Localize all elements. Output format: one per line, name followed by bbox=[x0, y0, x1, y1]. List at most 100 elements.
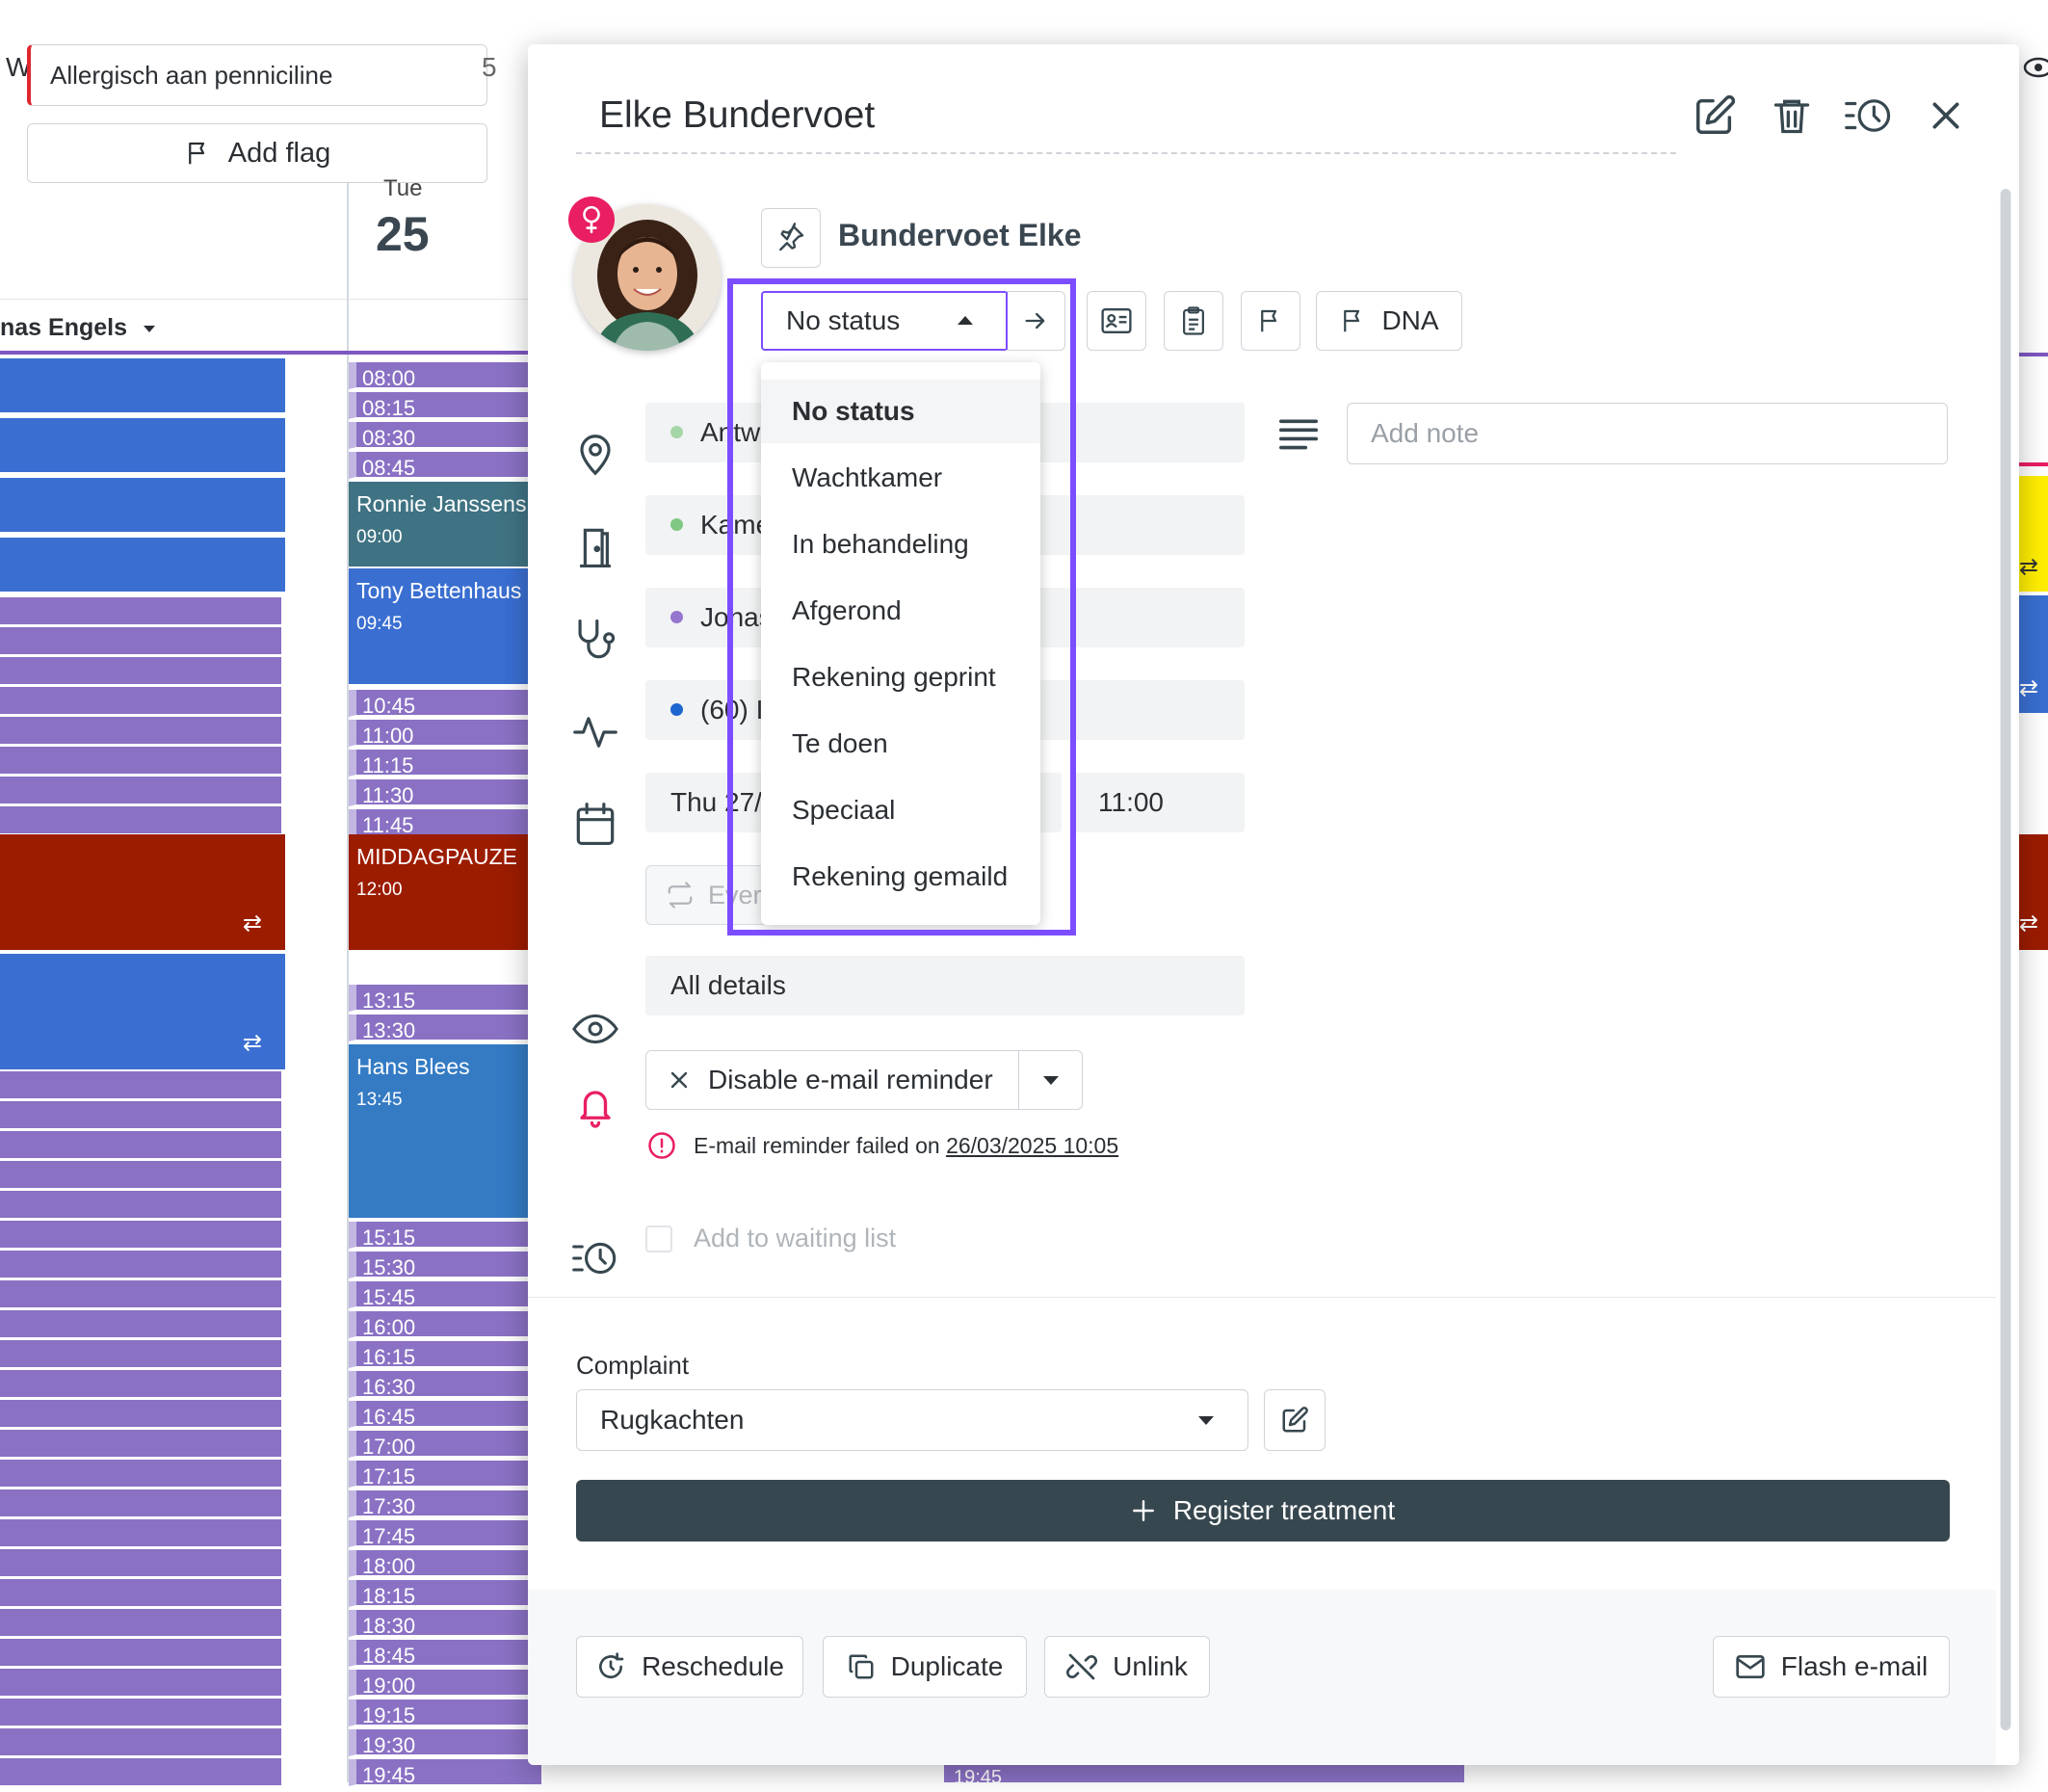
time-slot[interactable]: 08:15 bbox=[349, 392, 541, 420]
visibility-field[interactable]: All details bbox=[645, 956, 1245, 1015]
waiting-list-checkbox[interactable]: Add to waiting list bbox=[645, 1224, 896, 1253]
reschedule-button[interactable]: Reschedule bbox=[576, 1636, 803, 1698]
calendar-block[interactable] bbox=[0, 1460, 281, 1489]
calendar-block[interactable] bbox=[0, 1579, 281, 1609]
status-option-rekening-gemaild[interactable]: Rekening gemaild bbox=[792, 861, 1009, 891]
calendar-block[interactable] bbox=[0, 1489, 281, 1519]
calendar-block[interactable] bbox=[0, 1101, 281, 1131]
calendar-block[interactable] bbox=[0, 1280, 281, 1310]
calendar-block[interactable] bbox=[0, 1131, 281, 1161]
edit-complaint-button[interactable] bbox=[1264, 1389, 1326, 1451]
time-slot[interactable]: 18:45 bbox=[349, 1640, 541, 1668]
flag-button[interactable] bbox=[1241, 291, 1300, 351]
calendar-block-lunch[interactable]: ⇄ bbox=[0, 834, 285, 950]
scrollbar-thumb[interactable] bbox=[2001, 189, 2010, 1730]
time-slot[interactable]: 18:15 bbox=[349, 1580, 541, 1608]
history-button[interactable] bbox=[1842, 89, 1896, 143]
next-status-button[interactable] bbox=[1006, 291, 1065, 351]
time-slot[interactable]: 19:00 bbox=[349, 1670, 541, 1698]
status-option-in-behandeling[interactable]: In behandeling bbox=[792, 529, 969, 559]
reminder-options-button[interactable] bbox=[1019, 1050, 1083, 1110]
unlink-button[interactable]: Unlink bbox=[1044, 1636, 1210, 1698]
appointment-card[interactable]: Hans Blees 13:45 bbox=[349, 1044, 541, 1218]
time-slot[interactable]: 15:15 bbox=[349, 1222, 541, 1250]
time-slot[interactable]: 17:30 bbox=[349, 1490, 541, 1518]
close-button[interactable] bbox=[1919, 89, 1973, 143]
time-slot[interactable]: 16:15 bbox=[349, 1341, 541, 1369]
time-slot[interactable]: 18:00 bbox=[349, 1550, 541, 1578]
calendar-block[interactable] bbox=[0, 1549, 281, 1579]
time-slot[interactable]: 17:45 bbox=[349, 1520, 541, 1548]
register-treatment-button[interactable]: Register treatment bbox=[576, 1480, 1950, 1542]
time-slot[interactable]: 11:15 bbox=[349, 750, 541, 777]
checkbox[interactable] bbox=[645, 1225, 672, 1252]
calendar-block[interactable] bbox=[0, 1221, 281, 1251]
calendar-block[interactable] bbox=[0, 1161, 281, 1191]
calendar-block[interactable] bbox=[0, 1340, 281, 1370]
time-slot[interactable]: 11:00 bbox=[349, 720, 541, 748]
status-option-speciaal[interactable]: Speciaal bbox=[792, 795, 896, 825]
calendar-block[interactable] bbox=[0, 806, 281, 836]
time-slot[interactable]: 19:30 bbox=[349, 1729, 541, 1757]
calendar-block[interactable] bbox=[0, 687, 281, 717]
time-slot[interactable]: 08:30 bbox=[349, 422, 541, 450]
calendar-block[interactable] bbox=[0, 1400, 281, 1430]
calendar-block[interactable]: ⇄ bbox=[0, 954, 285, 1069]
day-number[interactable]: 25 bbox=[376, 207, 430, 261]
calendar-block[interactable] bbox=[0, 1639, 281, 1669]
time-slot[interactable]: 13:15 bbox=[349, 985, 541, 1013]
calendar-block[interactable] bbox=[0, 358, 285, 412]
status-option-no-status[interactable]: No status bbox=[761, 380, 1040, 443]
status-option-afgerond[interactable]: Afgerond bbox=[792, 595, 902, 625]
time-slot[interactable]: 11:30 bbox=[349, 779, 541, 807]
calendar-block[interactable] bbox=[0, 478, 285, 532]
time-slot[interactable]: 11:45 bbox=[349, 809, 541, 837]
calendar-block[interactable] bbox=[0, 1669, 281, 1699]
calendar-block[interactable] bbox=[0, 1758, 281, 1788]
status-option-te-doen[interactable]: Te doen bbox=[792, 728, 888, 758]
note-input[interactable]: Add note bbox=[1347, 403, 1948, 464]
appointment-card[interactable]: MIDDAGPAUZE 12:00 bbox=[349, 834, 541, 950]
calendar-block[interactable] bbox=[0, 418, 285, 472]
time-slot[interactable]: 10:45 bbox=[349, 690, 541, 718]
calendar-block[interactable]: ⇄ bbox=[2017, 834, 2048, 950]
reminder-failed-date-link[interactable]: 26/03/2025 10:05 bbox=[946, 1132, 1119, 1158]
time-slot[interactable]: 18:30 bbox=[349, 1610, 541, 1638]
clipboard-button[interactable] bbox=[1164, 291, 1223, 351]
calendar-block[interactable] bbox=[0, 747, 281, 777]
allergy-flag[interactable]: Allergisch aan penniciline bbox=[27, 44, 487, 106]
calendar-block[interactable] bbox=[0, 1071, 281, 1101]
time-slot[interactable]: 13:30 bbox=[349, 1015, 541, 1042]
calendar-block[interactable] bbox=[0, 1519, 281, 1549]
time-slot[interactable]: 08:45 bbox=[349, 452, 541, 480]
appointment-card[interactable]: Tony Bettenhaus 09:45 bbox=[349, 568, 541, 684]
calendar-block[interactable] bbox=[0, 1609, 281, 1639]
status-select[interactable]: No status bbox=[761, 291, 1008, 351]
time-slot[interactable]: 08:00 bbox=[349, 362, 541, 390]
calendar-block[interactable] bbox=[0, 597, 281, 627]
status-option-wachtkamer[interactable]: Wachtkamer bbox=[792, 462, 943, 492]
status-option-rekening-geprint[interactable]: Rekening geprint bbox=[792, 662, 996, 692]
time-slot[interactable]: 17:15 bbox=[349, 1461, 541, 1489]
time-slot[interactable]: 17:00 bbox=[349, 1431, 541, 1459]
time-slot[interactable]: 15:45 bbox=[349, 1281, 541, 1309]
time-slot[interactable]: 15:30 bbox=[349, 1252, 541, 1279]
calendar-block[interactable]: ⇄ bbox=[2017, 595, 2048, 713]
calendar-block[interactable] bbox=[0, 1310, 281, 1340]
delete-button[interactable] bbox=[1765, 89, 1819, 143]
calendar-block[interactable] bbox=[0, 1728, 281, 1758]
edit-button[interactable] bbox=[1688, 89, 1742, 143]
add-flag-button[interactable]: Add flag bbox=[27, 123, 487, 183]
time-field[interactable]: 11:00 bbox=[1073, 773, 1245, 832]
calendar-block[interactable] bbox=[0, 627, 281, 657]
calendar-block[interactable] bbox=[0, 657, 281, 687]
flash-email-button[interactable]: Flash e-mail bbox=[1713, 1636, 1950, 1698]
calendar-block[interactable] bbox=[0, 538, 285, 592]
time-slot[interactable]: 19:15 bbox=[349, 1700, 541, 1727]
calendar-block[interactable] bbox=[0, 1370, 281, 1400]
calendar-block[interactable] bbox=[0, 777, 281, 806]
disable-reminder-button[interactable]: Disable e-mail reminder bbox=[645, 1050, 1019, 1110]
pin-button[interactable] bbox=[761, 208, 821, 268]
practitioner-selector[interactable]: nas Engels bbox=[0, 314, 155, 342]
calendar-block[interactable] bbox=[0, 1251, 281, 1280]
